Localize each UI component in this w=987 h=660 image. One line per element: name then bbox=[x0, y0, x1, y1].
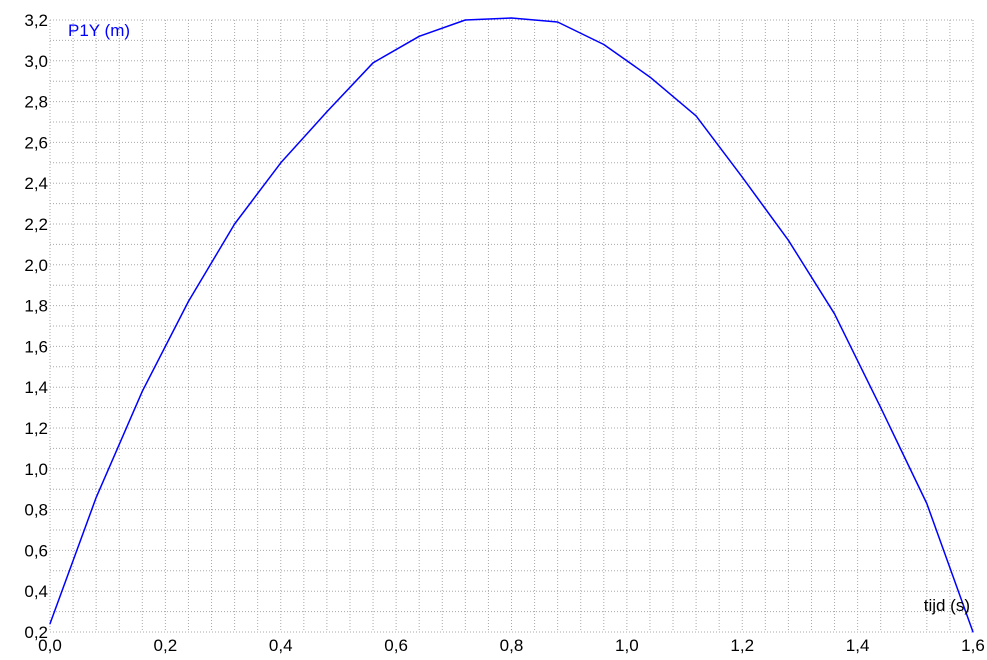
y-tick-label: 2,2 bbox=[24, 215, 48, 234]
y-tick-label: 1,0 bbox=[24, 460, 48, 479]
data-point bbox=[649, 76, 651, 78]
data-point bbox=[280, 162, 282, 164]
data-point bbox=[95, 496, 97, 498]
y-axis-title: P1Y (m) bbox=[68, 21, 130, 40]
x-tick-label: 0,4 bbox=[269, 636, 293, 655]
data-series bbox=[49, 17, 974, 633]
x-axis-title: tijd (s) bbox=[924, 596, 970, 615]
x-tick-label: 0,0 bbox=[38, 636, 62, 655]
x-tick-label: 1,4 bbox=[846, 636, 870, 655]
data-point bbox=[833, 313, 836, 315]
x-tick-label: 0,8 bbox=[500, 636, 524, 655]
data-point bbox=[972, 631, 974, 633]
x-tick-label: 1,2 bbox=[730, 636, 754, 655]
data-point bbox=[49, 623, 51, 625]
y-tick-label: 2,0 bbox=[24, 256, 48, 275]
y-tick-label: 1,2 bbox=[24, 419, 48, 438]
tick-labels: 0,0 0,2 0,4 0,6 0,8 1,0 1,2 1,4 1,60,20,40,60,81… bbox=[24, 11, 984, 655]
data-point bbox=[234, 223, 236, 225]
data-point bbox=[187, 300, 190, 303]
data-point bbox=[464, 19, 466, 21]
y-tick-label: 1,8 bbox=[24, 297, 48, 316]
y-tick-label: 2,8 bbox=[24, 93, 48, 112]
x-tick-label: 0,6 bbox=[384, 636, 408, 655]
data-point bbox=[741, 176, 743, 178]
x-tick-label: 0,2 bbox=[154, 636, 178, 655]
x-tick-label: 1,0 bbox=[615, 636, 639, 655]
y-tick-label: 0,2 bbox=[24, 623, 48, 642]
y-tick-label: 2,4 bbox=[24, 174, 48, 193]
data-point bbox=[326, 111, 328, 113]
y-tick-label: 0,8 bbox=[24, 501, 48, 520]
grid-lines bbox=[49, 19, 974, 633]
data-point bbox=[141, 390, 143, 392]
data-point bbox=[510, 17, 513, 19]
y-tick-label: 3,0 bbox=[24, 52, 48, 71]
y-tick-label: 0,6 bbox=[24, 541, 48, 560]
data-point bbox=[695, 115, 697, 117]
y-tick-label: 1,6 bbox=[24, 337, 48, 356]
y-tick-label: 0,4 bbox=[24, 582, 48, 601]
y-tick-label: 3,2 bbox=[24, 11, 48, 30]
y-tick-label: 2,6 bbox=[24, 133, 48, 152]
data-point bbox=[787, 239, 790, 241]
data-point bbox=[418, 35, 420, 37]
data-point bbox=[926, 502, 928, 505]
data-point bbox=[372, 62, 374, 64]
data-point bbox=[557, 21, 559, 23]
data-point bbox=[603, 43, 605, 46]
y-tick-label: 1,4 bbox=[24, 378, 48, 397]
x-tick-label: 1,6 bbox=[961, 636, 985, 655]
data-point bbox=[880, 407, 882, 409]
